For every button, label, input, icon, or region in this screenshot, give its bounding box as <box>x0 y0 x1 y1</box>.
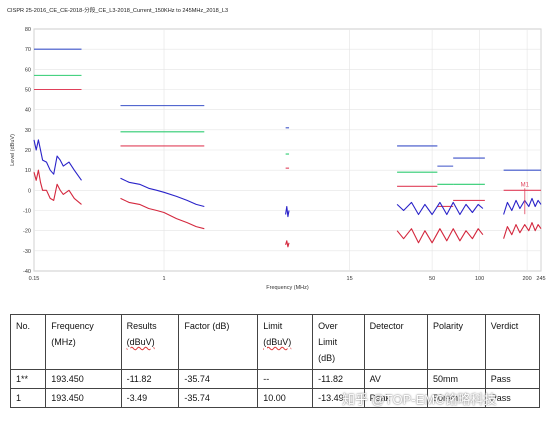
column-header: Polarity <box>426 314 486 370</box>
table-cell: Peak <box>363 388 428 408</box>
trace-average <box>120 197 205 230</box>
chart-title: CISPR 25-2016_CE_CE-2018-分段_CE_L3-2018_C… <box>7 8 229 14</box>
trace-peak <box>120 177 205 208</box>
y-tick-label: -30 <box>23 249 31 255</box>
table-cell: 1 <box>9 388 47 408</box>
y-tick-label: 50 <box>25 88 31 94</box>
x-tick-label: 100 <box>475 276 484 282</box>
watermark: 知乎 @TOP-EMC铭略科技 <box>342 392 497 407</box>
table-cell: AV <box>363 369 428 389</box>
column-header: Frequency (MHz) <box>45 314 122 370</box>
x-tick-label: 1 <box>162 276 165 282</box>
table-cell: -11.82 <box>312 369 365 389</box>
table-row: 1 193.450 -3.49 -35.74 10.00 -13.49 Peak 50mm Pa… <box>9 388 541 408</box>
column-header: Verdict <box>484 314 541 370</box>
table-cell: -13.49 <box>312 388 365 408</box>
y-tick-label: 30 <box>25 128 31 134</box>
table-cell: 1** <box>9 369 47 389</box>
column-header: Over Limit (dB) <box>312 314 365 370</box>
column-header: Detector <box>363 314 428 370</box>
table-cell: 50mm <box>426 369 486 389</box>
y-tick-label: -20 <box>23 229 31 235</box>
table-cell: -- <box>257 369 314 389</box>
results-table: No. Frequency (MHz) Results (dBuV) Factor (dB… <box>9 314 541 408</box>
table-cell: 193.450 <box>45 388 122 408</box>
table-cell: -11.82 <box>120 369 180 389</box>
trace-average <box>285 240 290 248</box>
column-header: No. <box>9 314 47 370</box>
table-body: 1** 193.450 -11.82 -35.74 -- -11.82 AV 50mm Pass… <box>9 369 541 408</box>
table-cell: Pass <box>484 388 541 408</box>
trace-peak <box>396 201 484 216</box>
column-header: Results (dBuV) <box>120 314 180 370</box>
table-cell: -35.74 <box>178 369 259 389</box>
table-header-row: No. Frequency (MHz) Results (dBuV) Factor (dB… <box>9 314 541 370</box>
table-row: 1** 193.450 -11.82 -35.74 -- -11.82 AV 50mm Pass <box>9 369 541 389</box>
y-tick-label: 0 <box>28 188 31 194</box>
x-tick-label: 245 <box>536 276 545 282</box>
y-tick-label: 70 <box>25 47 31 53</box>
marker-label: M1 <box>521 182 530 188</box>
x-tick-label: 0.15 <box>29 276 40 282</box>
x-tick-label: 15 <box>347 276 353 282</box>
trace-average <box>33 169 82 205</box>
y-tick-label: 20 <box>25 148 31 154</box>
column-header: Limit (dBuV) <box>257 314 314 370</box>
emission-chart: -40 -30 -20 -10 0 10 20 30 40 50 60 70 80 0.15 1 15 50 10… <box>10 27 546 291</box>
column-header: Factor (dB) <box>178 314 259 370</box>
y-tick-label: 10 <box>25 168 31 174</box>
trace-average <box>503 222 542 239</box>
y-tick-label: 60 <box>25 67 31 73</box>
y-tick-label: 40 <box>25 108 31 114</box>
table-cell: -35.74 <box>178 388 259 408</box>
table-cell: -3.49 <box>120 388 180 408</box>
trace-peak <box>33 139 82 181</box>
trace-average <box>396 228 484 244</box>
table-cell: 10.00 <box>257 388 314 408</box>
y-axis-label: Level (dBuV) <box>10 134 16 166</box>
trace-peak <box>285 205 290 218</box>
y-tick-label: -40 <box>23 269 31 275</box>
y-tick-label: 80 <box>25 27 31 33</box>
x-tick-label: 50 <box>429 276 435 282</box>
x-tick-label: 200 <box>522 276 531 282</box>
table-cell: Pass <box>484 369 541 389</box>
x-axis-label: Frequency (MHz) <box>266 285 309 291</box>
table-cell: 193.450 <box>45 369 122 389</box>
y-tick-label: -10 <box>23 209 31 215</box>
